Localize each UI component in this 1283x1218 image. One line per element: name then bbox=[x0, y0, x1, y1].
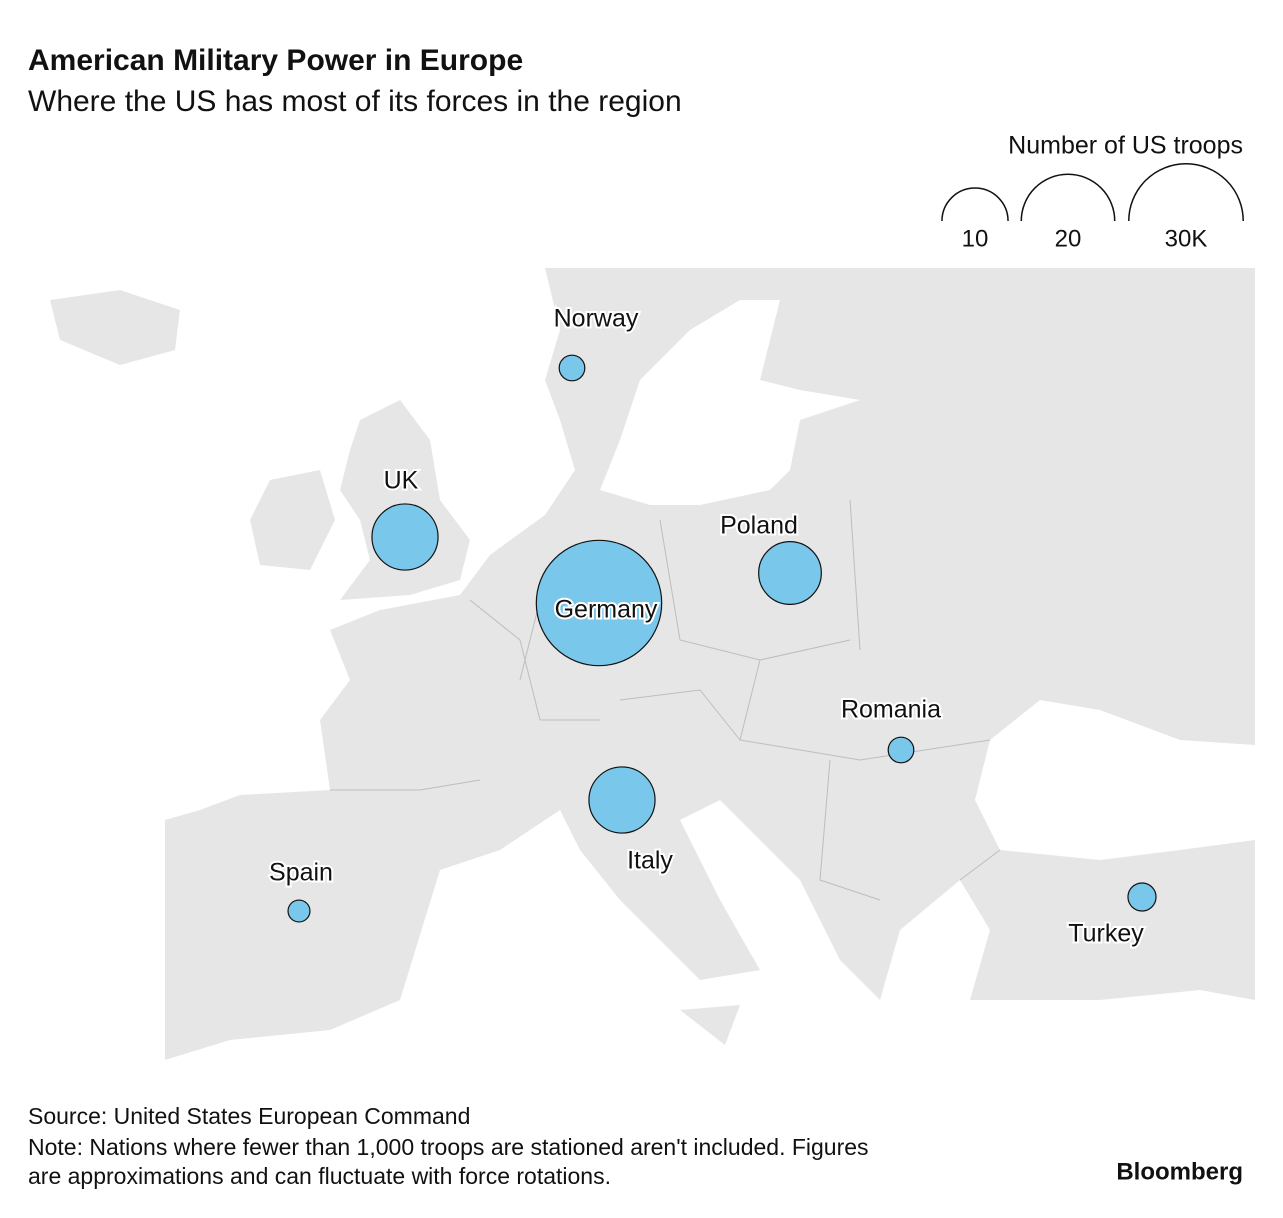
country-label: Germany bbox=[555, 596, 658, 624]
aegean bbox=[880, 880, 990, 1000]
legend-label: 10 bbox=[962, 225, 989, 252]
source: Source: United States European Command bbox=[28, 1103, 470, 1129]
map bbox=[50, 268, 1255, 1080]
sicily bbox=[680, 1005, 740, 1045]
bubble bbox=[588, 766, 656, 834]
brand: Bloomberg bbox=[1116, 1158, 1243, 1185]
country-label: Italy bbox=[627, 847, 673, 875]
chart-subtitle: Where the US has most of its forces in t… bbox=[28, 85, 682, 118]
baltic bbox=[600, 300, 860, 505]
country-label: UK bbox=[384, 467, 419, 495]
chart-title: American Military Power in Europe bbox=[28, 44, 523, 77]
bubble bbox=[887, 736, 915, 764]
uk bbox=[340, 400, 470, 600]
ireland bbox=[250, 470, 335, 570]
borders bbox=[330, 499, 1001, 901]
black-sea bbox=[975, 700, 1255, 860]
note: are approximations and can fluctuate wit… bbox=[28, 1163, 611, 1189]
legend-label: 20 bbox=[1055, 225, 1082, 252]
country-label: Spain bbox=[269, 859, 333, 887]
legend-circle bbox=[941, 187, 1009, 222]
bubble bbox=[287, 899, 311, 923]
legend-label: 30K bbox=[1165, 225, 1208, 252]
iceland bbox=[50, 290, 180, 365]
bubble bbox=[1127, 882, 1157, 912]
bubble bbox=[371, 503, 439, 571]
legend-circle bbox=[1128, 163, 1244, 222]
bubble bbox=[758, 541, 822, 605]
country-label: Poland bbox=[720, 512, 798, 540]
legend-title: Number of US troops bbox=[1008, 132, 1243, 160]
bubble bbox=[535, 539, 663, 667]
country-label: Romania bbox=[841, 696, 941, 724]
mediterranean bbox=[165, 800, 1255, 1080]
country-label: Turkey bbox=[1068, 920, 1144, 948]
note: Note: Nations where fewer than 1,000 tro… bbox=[28, 1134, 869, 1160]
country-label: Norway bbox=[554, 305, 639, 333]
legend-circle bbox=[1020, 174, 1116, 222]
bubble bbox=[558, 354, 586, 382]
